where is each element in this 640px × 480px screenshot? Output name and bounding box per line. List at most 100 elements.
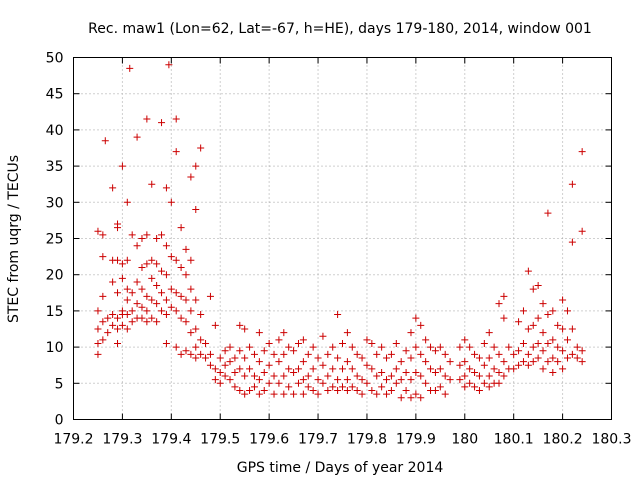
data-point-marker bbox=[334, 311, 342, 319]
data-point-marker bbox=[373, 372, 381, 380]
data-point-marker bbox=[99, 336, 107, 344]
data-point-marker bbox=[162, 271, 170, 279]
data-point-marker bbox=[123, 198, 131, 206]
y-tick-label: 40 bbox=[46, 123, 64, 139]
data-point-marker bbox=[309, 387, 317, 395]
data-point-marker bbox=[265, 379, 273, 387]
data-point-marker bbox=[138, 285, 146, 293]
data-point-marker bbox=[153, 318, 161, 326]
data-point-marker bbox=[524, 267, 532, 275]
data-point-marker bbox=[348, 383, 356, 391]
data-point-marker bbox=[417, 321, 425, 329]
data-point-marker bbox=[236, 365, 244, 373]
data-point-marker bbox=[529, 358, 537, 366]
data-point-marker bbox=[197, 350, 205, 358]
data-point-marker bbox=[309, 365, 317, 373]
data-point-marker bbox=[461, 358, 469, 366]
data-point-marker bbox=[534, 339, 542, 347]
data-point-marker bbox=[167, 285, 175, 293]
data-point-marker bbox=[128, 231, 136, 239]
data-point-marker bbox=[246, 365, 254, 373]
data-point-marker bbox=[314, 354, 322, 362]
data-point-marker bbox=[471, 383, 479, 391]
data-point-marker bbox=[246, 343, 254, 351]
data-point-marker bbox=[172, 115, 180, 123]
data-point-marker bbox=[158, 267, 166, 275]
data-point-marker bbox=[578, 347, 586, 355]
data-point-marker bbox=[299, 336, 307, 344]
data-point-marker bbox=[402, 387, 410, 395]
data-point-marker bbox=[334, 354, 342, 362]
data-point-marker bbox=[143, 231, 151, 239]
data-point-marker bbox=[314, 390, 322, 398]
data-point-marker bbox=[466, 379, 474, 387]
data-point-marker bbox=[407, 329, 415, 337]
data-point-marker bbox=[544, 209, 552, 217]
data-point-marker bbox=[153, 300, 161, 308]
data-point-marker bbox=[255, 358, 263, 366]
data-point-marker bbox=[192, 354, 200, 362]
data-point-marker bbox=[319, 332, 327, 340]
data-point-marker bbox=[114, 256, 122, 264]
y-axis-label: STEC from uqrg / TECUs bbox=[6, 155, 22, 323]
data-point-marker bbox=[162, 242, 170, 250]
data-point-marker bbox=[339, 365, 346, 373]
data-point-marker bbox=[270, 372, 278, 380]
data-point-marker bbox=[250, 383, 258, 391]
data-point-marker bbox=[202, 339, 210, 347]
data-point-marker bbox=[378, 368, 386, 376]
data-point-marker bbox=[490, 365, 498, 373]
data-point-marker bbox=[387, 387, 395, 395]
data-point-marker bbox=[466, 343, 474, 351]
data-point-marker bbox=[554, 321, 562, 329]
data-point-marker bbox=[294, 365, 302, 373]
data-point-marker bbox=[104, 314, 112, 322]
data-point-marker bbox=[524, 325, 532, 333]
data-point-marker bbox=[475, 354, 483, 362]
data-point-marker bbox=[549, 368, 557, 376]
data-point-marker bbox=[99, 318, 107, 326]
data-point-marker bbox=[485, 372, 493, 380]
data-point-marker bbox=[231, 368, 239, 376]
data-point-marker bbox=[368, 339, 376, 347]
data-point-marker bbox=[348, 343, 356, 351]
data-point-marker bbox=[285, 343, 293, 351]
data-point-marker bbox=[114, 325, 122, 333]
data-point-marker bbox=[236, 347, 244, 355]
data-point-marker bbox=[353, 372, 361, 380]
axis-ticks: 179.2 179.3 179.4 179.5 179.6 179.7 179.8 179.9… bbox=[46, 51, 632, 448]
data-point-marker bbox=[236, 387, 244, 395]
data-point-marker bbox=[167, 303, 175, 311]
data-point-marker bbox=[280, 390, 288, 398]
x-tick-label: 180 bbox=[451, 432, 478, 448]
data-point-marker bbox=[265, 339, 273, 347]
data-point-marker bbox=[187, 350, 195, 358]
data-point-marker bbox=[216, 354, 224, 362]
data-point-marker bbox=[407, 394, 415, 402]
data-point-marker bbox=[353, 387, 361, 395]
data-point-marker bbox=[133, 300, 141, 308]
data-point-marker bbox=[206, 350, 214, 358]
data-point-marker bbox=[94, 307, 102, 315]
data-point-marker bbox=[260, 387, 268, 395]
data-point-marker bbox=[128, 318, 136, 326]
data-point-marker bbox=[363, 379, 371, 387]
data-point-marker bbox=[211, 376, 219, 384]
data-point-marker bbox=[334, 376, 342, 384]
data-point-marker bbox=[544, 311, 552, 319]
x-tick-label: 179.2 bbox=[53, 432, 93, 448]
data-point-marker bbox=[339, 383, 346, 391]
data-point-marker bbox=[158, 119, 166, 127]
data-point-marker bbox=[573, 354, 581, 362]
data-point-marker bbox=[343, 376, 351, 384]
x-tick-label: 179.9 bbox=[396, 432, 436, 448]
data-point-marker bbox=[172, 289, 180, 297]
data-point-marker bbox=[202, 354, 210, 362]
data-point-marker bbox=[290, 347, 298, 355]
data-point-marker bbox=[158, 231, 166, 239]
data-point-marker bbox=[539, 347, 547, 355]
data-point-marker bbox=[165, 61, 173, 69]
data-point-marker bbox=[500, 292, 508, 300]
data-point-marker bbox=[118, 260, 126, 268]
